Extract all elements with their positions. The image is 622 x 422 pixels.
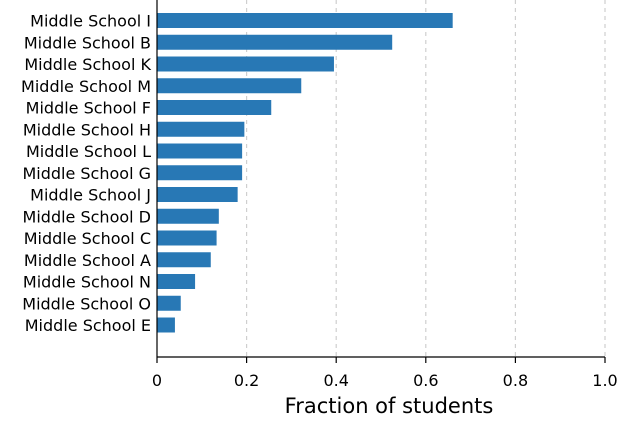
category-label: Middle School O — [22, 294, 151, 313]
x-tick-label: 0.4 — [323, 371, 348, 390]
category-label: Middle School L — [26, 142, 151, 161]
category-label: Middle School M — [21, 77, 151, 96]
x-tick-label: 0.2 — [234, 371, 259, 390]
category-label: Middle School H — [23, 120, 151, 139]
bar — [157, 34, 393, 50]
bar — [157, 208, 219, 224]
x-tick-label: 0.6 — [413, 371, 438, 390]
category-label: Middle School I — [30, 12, 151, 31]
category-label: Middle School N — [23, 273, 151, 292]
category-label: Middle School E — [25, 316, 151, 335]
category-label: Middle School B — [24, 33, 151, 52]
bar — [157, 143, 243, 159]
category-label: Middle School A — [24, 251, 151, 270]
bar — [157, 317, 175, 333]
bar — [157, 252, 211, 268]
bar — [157, 13, 453, 28]
category-label: Middle School K — [24, 55, 151, 74]
x-tick-label: 0.8 — [503, 371, 528, 390]
bar — [157, 165, 243, 181]
category-label: Middle School D — [23, 207, 151, 226]
category-label: Middle School C — [24, 229, 151, 248]
bar — [157, 121, 245, 137]
bar — [157, 274, 196, 289]
category-label: Middle School J — [30, 186, 151, 205]
category-label: Middle School F — [26, 99, 151, 118]
category-labels: Middle School I Middle School B Middle Sch… — [21, 12, 151, 336]
x-axis-title: Fraction of students — [285, 394, 494, 418]
x-tick-label: 0 — [152, 371, 162, 390]
bar — [157, 56, 334, 72]
bar — [157, 100, 272, 115]
bar — [157, 295, 181, 311]
bar — [157, 187, 238, 202]
grid-lines — [246, 0, 606, 357]
bar — [157, 78, 302, 94]
bars — [157, 13, 453, 333]
bar — [157, 230, 217, 246]
x-tick-label: 1.0 — [592, 371, 617, 390]
x-axis: 0 0.2 0.4 0.6 0.8 1.0 — [152, 0, 618, 390]
category-label: Middle School G — [22, 164, 151, 183]
